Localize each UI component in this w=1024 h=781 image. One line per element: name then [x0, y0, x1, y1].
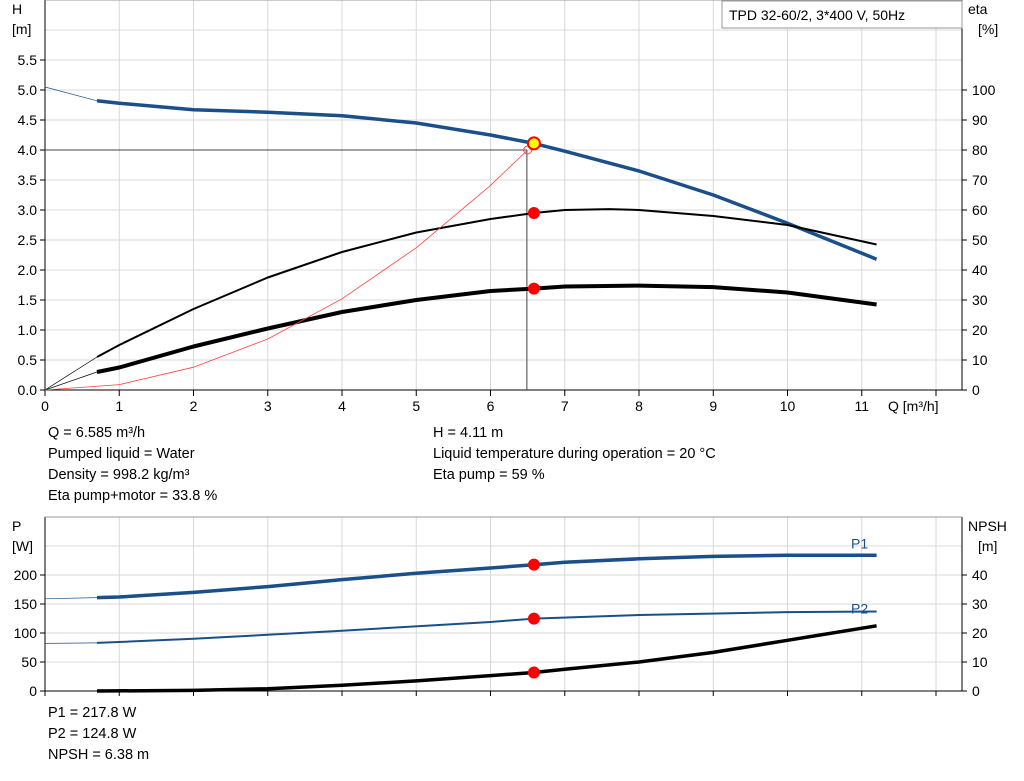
curve-eta_pump-extension: [44, 356, 98, 391]
y-tick-label-left: 4.5: [18, 112, 38, 128]
info-p1: P1 = 217.8 W: [48, 705, 137, 721]
info-npsh: NPSH = 6.38 m: [48, 747, 150, 763]
y-axis-label-left: P: [12, 518, 21, 534]
info-liquid: Pumped liquid = Water: [48, 446, 195, 462]
y-tick-label-right: 50: [972, 232, 988, 248]
y-tick-label-left: 1.0: [18, 322, 38, 338]
curve-P2-extension: [44, 642, 98, 644]
y-tick-label-left: 4.0: [18, 142, 38, 158]
curve-P1-extension: [44, 597, 98, 600]
x-tick-label: 11: [854, 398, 869, 414]
operating-point-P1: [527, 558, 540, 571]
y-tick-label-left: 0.0: [18, 382, 38, 398]
info-top-left: Q = 6.585 m³/h Pumped liquid = Water Den…: [48, 423, 217, 507]
y-tick-label-right: 10: [972, 352, 988, 368]
legend-label-P2: P2: [851, 601, 868, 617]
curve-H: [96, 99, 878, 261]
x-tick-label: 10: [780, 398, 796, 414]
info-top-right: H = 4.11 m Liquid temperature during ope…: [433, 423, 716, 486]
x-tick-label: 1: [115, 398, 123, 414]
y-tick-label-left: 0.5: [18, 352, 38, 368]
info-density: Density = 998.2 kg/m³: [48, 467, 190, 483]
y-tick-label-left: 3.0: [18, 202, 38, 218]
y-axis-label-right: eta: [968, 1, 988, 17]
y-tick-label-right: 80: [972, 142, 988, 158]
x-tick-label: 9: [709, 398, 717, 414]
y-tick-label-left: 200: [14, 567, 38, 583]
y-tick-label-left: 50: [21, 654, 37, 670]
curve-H-extension: [44, 86, 98, 102]
y-tick-label-right: 10: [972, 654, 988, 670]
curve-eta_pump_motor-extension: [44, 371, 98, 391]
y-tick-label-right: 40: [972, 262, 988, 278]
power-npsh-chart: 0 50 100 150 200 0 10 20 30 40 P [W] NPSH [m] P1 P2: [12, 516, 1007, 699]
curve-P1: [96, 553, 877, 600]
info-bottom: P1 = 217.8 W P2 = 124.8 W NPSH = 6.38 m: [48, 703, 149, 766]
x-tick-label: 4: [338, 398, 346, 414]
y-axis-label-left: [m]: [12, 21, 31, 37]
y-tick-label-left: 3.5: [18, 172, 38, 188]
y-tick-label-right: 30: [972, 596, 988, 612]
curve-eta_pump: [96, 208, 877, 358]
x-tick-label: 3: [264, 398, 272, 414]
curve-P2: [96, 610, 877, 644]
operating-point-NPSH: [527, 666, 540, 679]
info-eta-pump-motor: Eta pump+motor = 33.8 %: [48, 488, 218, 504]
info-eta-pump: Eta pump = 59 %: [433, 467, 545, 483]
x-axis-label: Q [m³/h]: [888, 398, 939, 414]
y-tick-label-right: 40: [972, 567, 988, 583]
x-tick-label: 6: [487, 398, 495, 414]
y-axis-label-right: NPSH: [968, 518, 1007, 534]
y-axis-label-right: [%]: [978, 21, 998, 37]
title-box: TPD 32-60/2, 3*400 V, 50Hz: [721, 0, 963, 29]
curve-system_curve: [44, 149, 528, 391]
curve-NPSH: [96, 624, 877, 693]
curve-eta_pump_motor: [96, 283, 877, 374]
pump-title: TPD 32-60/2, 3*400 V, 50Hz: [729, 7, 905, 23]
y-axis-label-left: [W]: [12, 538, 33, 554]
y-axis-label-right: [m]: [978, 538, 997, 554]
x-tick-label: 8: [635, 398, 643, 414]
x-tick-label: 0: [41, 398, 49, 414]
y-tick-label-right: 70: [972, 172, 988, 188]
x-tick-label: 5: [412, 398, 420, 414]
info-q: Q = 6.585 m³/h: [48, 425, 146, 441]
x-tick-label: 7: [561, 398, 569, 414]
y-tick-label-right: 30: [972, 292, 988, 308]
y-tick-label-left: 2.0: [18, 262, 38, 278]
y-tick-label-right: 20: [972, 625, 988, 641]
y-tick-label-left: 0: [29, 683, 37, 699]
info-h: H = 4.11 m: [433, 425, 504, 441]
operating-point-H: [526, 136, 541, 151]
y-axis-label-left: H: [12, 1, 22, 17]
y-tick-label-right: 60: [972, 202, 988, 218]
y-tick-label-right: 20: [972, 322, 988, 338]
operating-point-P2: [527, 612, 540, 625]
y-tick-label-left: 150: [14, 596, 38, 612]
y-tick-label-left: 2.5: [18, 232, 38, 248]
y-tick-label-right: 100: [972, 82, 996, 98]
y-tick-label-right: 0: [972, 382, 980, 398]
legend-label-P1: P1: [851, 535, 868, 551]
head-efficiency-chart: 0.00.51.01.52.02.53.03.54.04.55.05.50102…: [12, 0, 998, 414]
operating-point-eta_pump_motor: [527, 282, 540, 295]
y-tick-label-left: 5.0: [18, 82, 38, 98]
info-temperature: Liquid temperature during operation = 20…: [433, 446, 716, 462]
y-tick-label-right: 0: [972, 683, 980, 699]
y-tick-label-right: 90: [972, 112, 988, 128]
x-tick-label: 2: [190, 398, 198, 414]
y-tick-label-left: 100: [14, 625, 38, 641]
info-p2: P2 = 124.8 W: [48, 726, 137, 742]
y-tick-label-left: 5.5: [18, 52, 38, 68]
y-tick-label-left: 1.5: [18, 292, 38, 308]
operating-point-eta_pump: [527, 207, 540, 219]
